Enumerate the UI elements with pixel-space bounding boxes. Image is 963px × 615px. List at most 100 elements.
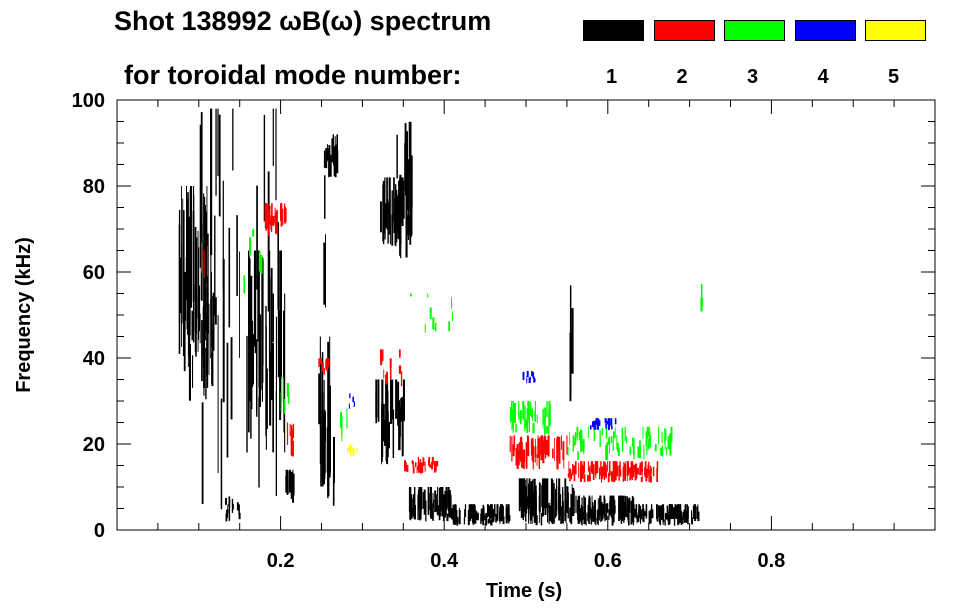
y-tick-label: 100 bbox=[72, 90, 105, 112]
spectrum-mark-mode-2 bbox=[558, 436, 561, 452]
spectrum-mark-mode-2 bbox=[414, 462, 417, 468]
spectrum-mark-mode-4 bbox=[596, 424, 599, 430]
spectrum-mark-mode-1 bbox=[187, 299, 189, 367]
spectrum-mark-mode-2 bbox=[380, 349, 383, 362]
spectrum-mark-mode-3 bbox=[569, 431, 571, 446]
spectrum-mark-mode-3 bbox=[429, 307, 432, 320]
spectrum-mark-mode-1 bbox=[324, 158, 326, 168]
spectrum-mark-mode-2 bbox=[572, 464, 574, 476]
spectrum-mark-mode-2 bbox=[516, 443, 519, 469]
spectrum-mark-mode-1 bbox=[523, 478, 525, 510]
spectrum-mark-mode-1 bbox=[602, 503, 604, 520]
spectrum-mark-mode-1 bbox=[564, 478, 567, 516]
spectrum-mark-mode-3 bbox=[577, 451, 579, 461]
spectrum-mark-mode-1 bbox=[400, 398, 403, 422]
spectrum-mark-mode-2 bbox=[422, 457, 425, 466]
spectrum-mark-mode-2 bbox=[434, 463, 437, 472]
spectrum-mark-mode-2 bbox=[641, 461, 643, 472]
spectrum-mark-mode-2 bbox=[322, 362, 324, 372]
spectrum-mark-mode-1 bbox=[265, 368, 268, 430]
spectrum-mark-mode-1 bbox=[333, 146, 336, 166]
spectrum-mark-mode-1 bbox=[404, 123, 407, 196]
spectrum-mark-mode-1 bbox=[474, 509, 477, 524]
spectrum-mark-mode-3 bbox=[614, 426, 616, 438]
spectrum-mark-mode-2 bbox=[593, 464, 595, 480]
spectrum-mark-mode-1 bbox=[555, 488, 557, 518]
spectrum-mark-mode-3 bbox=[667, 436, 670, 450]
spectrum-mark-mode-2 bbox=[554, 437, 555, 461]
spectrum-mark-mode-3 bbox=[633, 452, 635, 460]
spectrum-mark-mode-3 bbox=[642, 426, 644, 439]
spectrum-mark-mode-1 bbox=[486, 518, 488, 525]
spectrum-mark-mode-1 bbox=[401, 178, 403, 217]
spectrum-mark-mode-1 bbox=[446, 491, 448, 508]
spectrum-mark-mode-1 bbox=[691, 517, 693, 525]
spectrum-mark-mode-1 bbox=[377, 379, 380, 422]
spectrum-mark-mode-2 bbox=[272, 215, 275, 226]
spectrum-mark-mode-2 bbox=[286, 422, 289, 445]
spectrum-mark-mode-2 bbox=[417, 456, 419, 467]
spectrum-mark-mode-4 bbox=[348, 403, 350, 409]
spectrum-mark-mode-1 bbox=[475, 511, 478, 520]
spectrum-mark-mode-1 bbox=[670, 511, 673, 520]
spectrum-mark-mode-1 bbox=[204, 211, 206, 341]
spectrum-mark-mode-3 bbox=[637, 446, 640, 458]
spectrum-mark-mode-1 bbox=[251, 320, 254, 388]
spectrum-mark-mode-1 bbox=[418, 487, 421, 510]
spectrum-mark-mode-1 bbox=[651, 509, 654, 519]
spectrum-mark-mode-1 bbox=[318, 373, 321, 425]
spectrum-mark-mode-1 bbox=[623, 501, 625, 516]
spectrum-mark-mode-2 bbox=[520, 441, 523, 468]
spectrum-mark-mode-3 bbox=[612, 435, 614, 451]
spectrum-mark-mode-3 bbox=[593, 427, 595, 442]
spectrum-mark-mode-2 bbox=[623, 463, 626, 476]
spectrum-mark-mode-1 bbox=[192, 355, 194, 388]
spectrum-mark-mode-2 bbox=[523, 450, 526, 462]
legend-swatch-mode-3 bbox=[724, 20, 785, 41]
spectrum-mark-mode-1 bbox=[560, 506, 562, 524]
spectrum-mark-mode-1 bbox=[445, 488, 447, 516]
spectrum-mark-mode-3 bbox=[616, 435, 618, 450]
spectrum-mark-mode-2 bbox=[601, 469, 604, 479]
spectrum-mark-mode-1 bbox=[637, 504, 639, 517]
spectrum-mark-mode-3 bbox=[700, 283, 703, 306]
spectrum-mark-mode-2 bbox=[573, 468, 576, 482]
spectrum-mark-mode-1 bbox=[206, 286, 209, 364]
spectrum-mark-mode-1 bbox=[477, 512, 479, 521]
spectrum-mark-mode-2 bbox=[568, 461, 570, 474]
spectrum-mark-mode-3 bbox=[432, 317, 435, 330]
spectrum-mark-mode-1 bbox=[612, 497, 615, 523]
y-tick-label: 0 bbox=[94, 520, 105, 542]
spectrum-mark-mode-1 bbox=[491, 504, 493, 516]
spectrum-mark-mode-1 bbox=[319, 420, 322, 464]
spectrum-mark-mode-4 bbox=[528, 377, 531, 384]
spectrum-mark-mode-1 bbox=[590, 511, 593, 521]
spectrum-mark-mode-1 bbox=[188, 216, 191, 346]
spectrum-mark-mode-2 bbox=[424, 461, 426, 472]
spectrum-mark-mode-2 bbox=[570, 473, 573, 480]
spectrum-mark-mode-2 bbox=[552, 448, 554, 459]
spectrum-mark-mode-2 bbox=[640, 477, 643, 483]
spectrum-mark-mode-1 bbox=[673, 512, 676, 526]
spectrum-mark-mode-4 bbox=[610, 418, 613, 426]
spectrum-mark-mode-3 bbox=[512, 413, 514, 433]
spectrum-mark-mode-1 bbox=[494, 504, 496, 517]
spectrum-mark-mode-1 bbox=[576, 500, 578, 515]
spectrum-mark-mode-1 bbox=[395, 379, 398, 419]
spectrum-mark-mode-4 bbox=[607, 421, 609, 425]
spectrum-mark-mode-2 bbox=[431, 461, 434, 470]
spectrum-mark-mode-3 bbox=[515, 423, 517, 433]
spectrum-mark-mode-1 bbox=[548, 505, 550, 524]
spectrum-mark-mode-3 bbox=[520, 410, 522, 419]
spectrum-mark-mode-2 bbox=[428, 456, 431, 466]
spectrum-mark-mode-1 bbox=[438, 487, 441, 521]
legend-label-mode-1: 1 bbox=[605, 66, 618, 88]
spectrum-mark-mode-1 bbox=[522, 479, 524, 513]
spectrum-mark-mode-2 bbox=[328, 360, 330, 368]
spectrum-mark-mode-1 bbox=[528, 478, 531, 509]
spectrum-mark-mode-2 bbox=[605, 464, 607, 479]
spectrum-mark-mode-1 bbox=[325, 234, 326, 308]
spectrum-mark-mode-2 bbox=[607, 461, 609, 472]
spectrum-mark-mode-1 bbox=[542, 478, 544, 509]
spectrum-mark-mode-1 bbox=[382, 184, 384, 242]
